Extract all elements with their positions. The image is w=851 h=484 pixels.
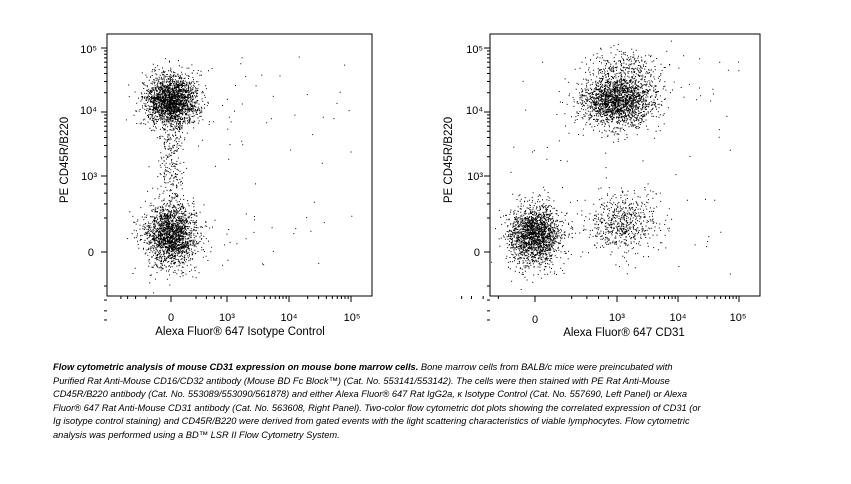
- x-axis-label: Alexa Fluor® 647 Isotype Control: [155, 326, 325, 338]
- y-tick-label-2: 10⁴: [80, 105, 97, 117]
- y-axis-label: PE CD45R/B220: [59, 117, 71, 203]
- flow-cytometry-figure: 0 10³ 10⁴ 10⁵ 0 10³ 10⁴ 10⁵ Alexa Fluor®…: [59, 33, 761, 339]
- y-tick-label-1: 10³: [81, 171, 97, 183]
- plot-frame: [489, 33, 761, 297]
- y-tick-label-0: 0: [474, 247, 480, 259]
- x-tick-label-3: 10⁵: [344, 312, 361, 324]
- event-dots: [491, 40, 740, 290]
- left-dot-plot: 0 10³ 10⁴ 10⁵ 0 10³ 10⁴ 10⁵ Alexa Fluor®…: [59, 33, 373, 338]
- x-tick-label-0: 0: [532, 314, 538, 326]
- x-tick-label-0: 0: [168, 312, 174, 324]
- x-tick-label-2: 10⁴: [281, 312, 298, 324]
- x-tick-label-1: 10³: [219, 312, 235, 324]
- y-tick-label-2: 10⁴: [466, 105, 483, 117]
- x-axis-ticks: [120, 296, 352, 302]
- y-axis-ticks: [101, 47, 107, 321]
- x-tick-label-1: 10³: [609, 312, 625, 324]
- y-tick-label-3: 10⁵: [466, 44, 483, 56]
- y-axis-label: PE CD45R/B220: [443, 117, 455, 203]
- plot-frame: [106, 33, 373, 297]
- figure-caption: Flow cytometric analysis of mouse CD31 e…: [53, 361, 703, 443]
- caption-body: Bone marrow cells from BALB/c mice were …: [53, 362, 701, 440]
- event-dots: [125, 56, 353, 294]
- event-dot-cloud: [491, 40, 740, 290]
- y-tick-label-1: 10³: [467, 171, 483, 183]
- event-dot-cloud: [125, 56, 353, 294]
- x-axis-ticks: [461, 296, 740, 302]
- y-axis-ticks: [484, 47, 490, 321]
- x-tick-label-2: 10⁴: [670, 312, 687, 324]
- x-tick-label-3: 10⁵: [730, 312, 747, 324]
- y-tick-label-3: 10⁵: [80, 44, 97, 56]
- caption-title: Flow cytometric analysis of mouse CD31 e…: [53, 362, 419, 372]
- x-axis-label: Alexa Fluor® 647 CD31: [563, 327, 685, 339]
- right-dot-plot: 0 10³ 10⁴ 10⁵ 0 10³ 10⁴ 10⁵ Alexa Fluor®…: [443, 33, 761, 339]
- y-tick-label-0: 0: [88, 247, 94, 259]
